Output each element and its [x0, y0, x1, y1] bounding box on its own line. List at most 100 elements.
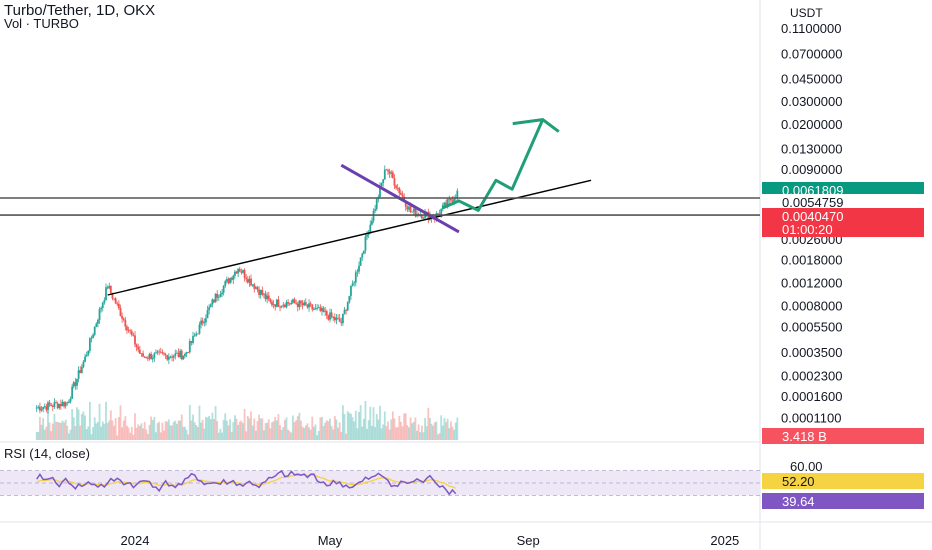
volume-bar: [229, 419, 231, 440]
volume-bar: [287, 429, 289, 440]
volume-bar: [140, 423, 143, 440]
volume-bar: [156, 423, 159, 440]
candle: [309, 303, 312, 305]
volume-bar: [242, 423, 244, 440]
candle: [327, 315, 330, 320]
volume-bar: [98, 403, 101, 440]
chart-title: Turbo/Tether, 1D, OKX: [4, 2, 156, 19]
volume-bar: [440, 415, 443, 440]
volume-bar: [88, 401, 91, 440]
projection-arrowhead: [512, 118, 560, 133]
candle: [158, 351, 161, 353]
candle: [39, 406, 41, 411]
candle: [190, 341, 193, 343]
volume-bar: [367, 420, 370, 440]
candle: [138, 349, 141, 354]
currency-unit[interactable]: USDT: [790, 6, 823, 20]
volume-bar: [263, 430, 265, 440]
candle: [333, 317, 336, 321]
volume-bar: [127, 427, 130, 440]
candle: [330, 312, 333, 318]
candle: [393, 178, 396, 186]
candle: [114, 298, 117, 304]
candle: [340, 321, 343, 324]
time-tick-label: May: [318, 533, 343, 548]
candle: [308, 303, 310, 308]
volume-bar: [113, 425, 115, 440]
volume-bar: [254, 430, 257, 440]
candle: [449, 198, 452, 201]
candle: [71, 386, 74, 399]
candle: [380, 183, 383, 186]
candle: [375, 198, 378, 210]
volume-bar: [209, 419, 212, 440]
volume-bar: [317, 431, 320, 440]
candle: [374, 209, 377, 211]
volume-bar: [182, 426, 185, 440]
volume-bar: [66, 425, 69, 440]
volume-bar: [92, 427, 94, 440]
volume-bar: [403, 413, 406, 440]
candle: [106, 287, 109, 289]
volume-bar: [58, 422, 61, 440]
candle: [248, 278, 251, 283]
line-price-badge: 0.0054759: [782, 195, 843, 210]
volume-bar: [372, 407, 375, 440]
rsi-ma-badge-bg: [762, 473, 924, 489]
volume-bar: [425, 426, 428, 440]
candle: [277, 299, 280, 307]
candle: [88, 338, 91, 351]
volume-bar: [105, 401, 107, 440]
candlesticks: [35, 165, 459, 414]
candle: [105, 287, 107, 301]
candle: [100, 307, 103, 310]
volume-bar: [387, 421, 389, 440]
rsi-value-badge-bg: [762, 493, 924, 509]
candle: [395, 185, 397, 188]
candle: [127, 330, 130, 332]
candle: [372, 210, 375, 221]
candle: [184, 353, 186, 357]
volume-badge-bg: [762, 428, 924, 444]
rsi-panel: 60.00: [0, 459, 823, 496]
candle: [312, 309, 315, 311]
volume-bar: [312, 426, 315, 440]
candle: [285, 302, 288, 308]
volume-bar: [296, 416, 299, 440]
price-axis: 0.1100000 0.0700000 0.0450000 0.0300000 0.02…: [781, 21, 842, 425]
volume-bar: [72, 417, 75, 440]
candle: [335, 317, 338, 321]
candle: [35, 407, 38, 409]
volume-bar: [155, 432, 157, 440]
candle: [288, 303, 291, 305]
volume-bar: [269, 428, 272, 440]
volume-bar: [47, 409, 49, 440]
candle: [95, 323, 98, 327]
volume-bar: [143, 421, 146, 440]
rsi-ma-badge: 52.20: [782, 474, 815, 489]
volume-bar: [232, 422, 235, 440]
volume-legend: Vol · TURBO: [4, 16, 79, 31]
volume-bar: [161, 422, 164, 440]
candle: [408, 206, 410, 210]
volume-bar: [237, 424, 240, 440]
volume-bar: [371, 425, 373, 440]
volume-bar: [188, 405, 191, 440]
candle: [222, 285, 225, 293]
candle: [101, 302, 104, 308]
volume-bar: [87, 426, 90, 440]
candle: [322, 308, 325, 313]
volume-bar: [283, 419, 286, 440]
volume-bar: [253, 418, 256, 440]
candle: [48, 402, 51, 405]
volume-bar: [445, 422, 447, 440]
volume-bar: [213, 419, 215, 440]
volume-bar: [224, 413, 227, 440]
volume-bar: [198, 405, 201, 440]
candle: [387, 169, 389, 172]
volume-bar: [330, 425, 333, 440]
price-tick-label: 0.0005500: [781, 320, 842, 335]
candle: [400, 193, 402, 195]
candle: [235, 271, 238, 274]
